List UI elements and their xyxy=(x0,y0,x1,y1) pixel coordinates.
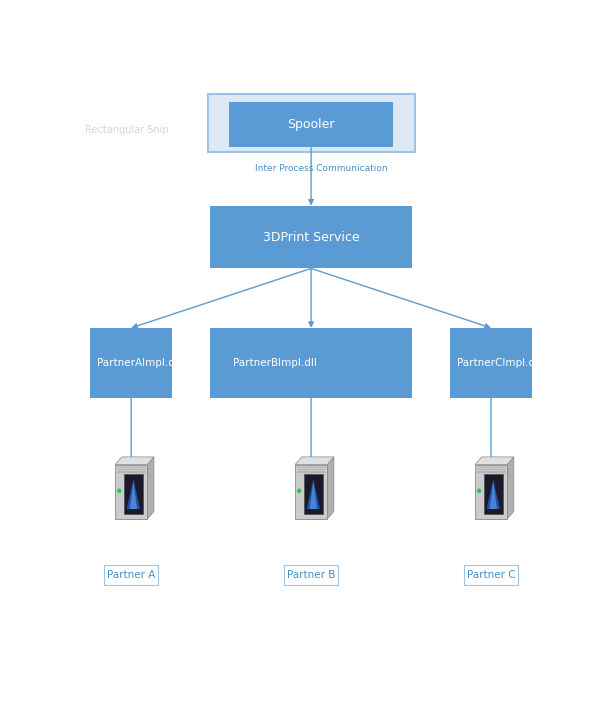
Polygon shape xyxy=(127,479,140,509)
Text: PartnerAImpl.dll: PartnerAImpl.dll xyxy=(97,358,181,368)
FancyBboxPatch shape xyxy=(104,565,158,585)
FancyBboxPatch shape xyxy=(297,513,302,515)
Text: Partner C: Partner C xyxy=(467,570,515,580)
FancyBboxPatch shape xyxy=(464,565,518,585)
Polygon shape xyxy=(148,457,154,520)
FancyBboxPatch shape xyxy=(475,465,507,520)
Polygon shape xyxy=(327,457,334,520)
Polygon shape xyxy=(475,457,514,465)
FancyBboxPatch shape xyxy=(450,328,532,399)
Text: Inter Process Communication: Inter Process Communication xyxy=(255,164,387,173)
FancyBboxPatch shape xyxy=(284,565,338,585)
Polygon shape xyxy=(115,457,154,465)
Polygon shape xyxy=(489,482,497,509)
FancyBboxPatch shape xyxy=(304,475,323,514)
FancyBboxPatch shape xyxy=(90,328,172,399)
Text: PartnerBImpl.dll: PartnerBImpl.dll xyxy=(234,358,317,368)
Circle shape xyxy=(298,489,300,493)
FancyBboxPatch shape xyxy=(478,513,483,515)
Polygon shape xyxy=(130,482,137,509)
Polygon shape xyxy=(487,479,500,509)
Text: Rectangular Snip: Rectangular Snip xyxy=(85,125,169,136)
Circle shape xyxy=(478,489,481,493)
FancyBboxPatch shape xyxy=(115,465,148,520)
Text: Partner A: Partner A xyxy=(107,570,155,580)
FancyBboxPatch shape xyxy=(210,328,412,399)
FancyBboxPatch shape xyxy=(229,102,393,147)
Polygon shape xyxy=(295,457,334,465)
Text: PartnerCImpl.dll: PartnerCImpl.dll xyxy=(457,358,541,368)
Circle shape xyxy=(118,489,121,493)
Polygon shape xyxy=(310,482,317,509)
Polygon shape xyxy=(307,479,320,509)
FancyBboxPatch shape xyxy=(295,465,327,520)
Polygon shape xyxy=(507,457,514,520)
FancyBboxPatch shape xyxy=(118,513,123,515)
FancyBboxPatch shape xyxy=(124,475,143,514)
FancyBboxPatch shape xyxy=(208,93,415,152)
FancyBboxPatch shape xyxy=(484,475,503,514)
Text: 3DPrint Service: 3DPrint Service xyxy=(263,231,359,244)
Text: Spooler: Spooler xyxy=(287,118,335,131)
FancyBboxPatch shape xyxy=(210,206,412,269)
Text: Partner B: Partner B xyxy=(287,570,335,580)
